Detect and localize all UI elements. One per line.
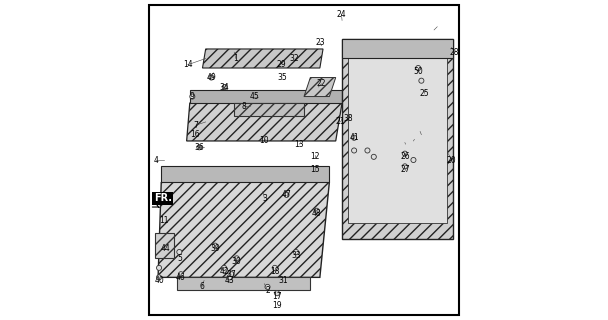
Circle shape [402,164,407,169]
Text: 13: 13 [294,140,304,148]
Polygon shape [304,77,336,97]
Circle shape [190,94,195,99]
Polygon shape [155,233,174,258]
Text: 46: 46 [176,273,186,282]
Text: 27: 27 [400,165,410,174]
Circle shape [371,154,376,159]
Text: 18: 18 [270,267,280,276]
Text: 34: 34 [220,83,230,92]
Circle shape [265,284,270,289]
Text: 25: 25 [419,89,429,98]
Text: 23: 23 [315,38,325,47]
Text: 17: 17 [272,292,282,301]
Circle shape [178,272,184,277]
Polygon shape [348,59,447,223]
Circle shape [156,275,162,280]
Circle shape [351,148,357,153]
Text: 44: 44 [160,244,170,253]
Circle shape [229,272,234,277]
Circle shape [234,256,240,261]
Circle shape [227,275,232,280]
Text: 50: 50 [413,67,423,76]
Polygon shape [161,166,330,182]
Circle shape [351,135,357,140]
Text: 42: 42 [219,267,229,276]
Text: 35: 35 [277,73,286,82]
Circle shape [213,243,218,248]
Polygon shape [158,182,330,277]
Text: 15: 15 [310,165,320,174]
Circle shape [177,250,182,254]
Text: 41: 41 [350,133,359,142]
Circle shape [221,265,227,270]
Polygon shape [177,277,310,290]
Circle shape [314,208,319,213]
Circle shape [209,75,214,80]
Text: 31: 31 [278,276,288,285]
Text: 30: 30 [232,257,241,266]
Text: 7: 7 [194,121,199,130]
Circle shape [222,84,227,90]
Text: 8: 8 [241,101,246,111]
Circle shape [419,78,424,83]
Text: 16: 16 [191,130,200,139]
Circle shape [294,250,299,254]
Text: 33: 33 [291,251,301,260]
Text: 20: 20 [447,156,457,164]
Text: 4: 4 [154,156,159,164]
Text: 32: 32 [289,54,299,63]
Text: 6: 6 [199,282,204,292]
Polygon shape [234,103,304,116]
Circle shape [411,157,416,163]
Text: 11: 11 [159,216,168,225]
Text: 45: 45 [250,92,260,101]
Text: 1: 1 [233,54,238,63]
Text: 28: 28 [450,48,460,57]
Text: 36: 36 [195,143,204,152]
Text: 40: 40 [154,276,164,285]
Circle shape [402,151,407,156]
Circle shape [197,145,202,150]
Text: 48: 48 [312,209,322,219]
Polygon shape [187,103,342,141]
Text: 12: 12 [310,152,320,161]
Text: FR.: FR. [154,193,172,203]
Polygon shape [202,49,323,68]
Text: 21: 21 [336,117,345,126]
Circle shape [284,192,289,197]
Polygon shape [342,39,453,239]
Circle shape [365,148,370,153]
Text: 43: 43 [224,276,234,285]
Circle shape [274,291,280,296]
Text: 37: 37 [227,270,237,279]
Circle shape [156,265,162,270]
Text: 2: 2 [265,285,270,295]
Circle shape [272,265,277,270]
Text: 22: 22 [317,79,326,88]
Polygon shape [190,90,342,103]
Text: 14: 14 [183,60,192,69]
Text: 10: 10 [260,136,269,146]
Text: 9: 9 [190,92,195,101]
Text: 39: 39 [210,244,220,253]
Text: 19: 19 [272,301,282,310]
Circle shape [416,66,421,70]
Text: 47: 47 [282,190,291,199]
Text: 38: 38 [344,114,353,123]
Text: 29: 29 [277,60,286,69]
Text: 26: 26 [400,152,410,161]
Polygon shape [342,39,453,59]
Text: 49: 49 [207,73,216,82]
Text: 5: 5 [177,254,182,263]
Text: 3: 3 [262,194,267,203]
Text: 24: 24 [337,10,346,19]
